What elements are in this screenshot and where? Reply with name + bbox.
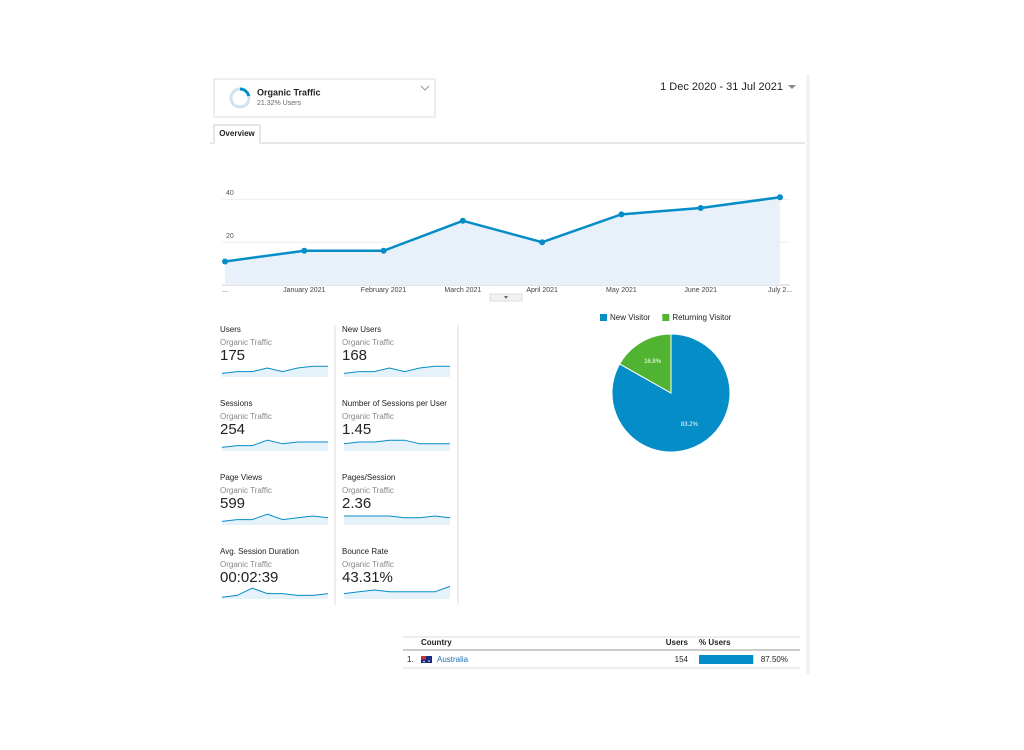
x-tick-label: ... <box>222 287 228 294</box>
sparkline-area <box>222 440 328 451</box>
metric-value: 00:02:39 <box>220 569 278 586</box>
metric-value: 175 <box>220 347 245 364</box>
metric-name: New Users <box>342 325 381 334</box>
metric-name: Number of Sessions per User <box>342 399 447 408</box>
legend-label: New Visitor <box>610 313 651 322</box>
legend-swatch <box>662 314 670 321</box>
sparkline <box>221 365 328 374</box>
point <box>459 217 466 224</box>
segment-box[interactable] <box>213 78 436 118</box>
point <box>539 239 546 246</box>
x-tick-label: April 2021 <box>526 287 558 294</box>
segment-ring <box>229 87 251 109</box>
metric-name: Users <box>220 325 241 334</box>
metric-segment: Organic Traffic <box>220 412 272 421</box>
sparkline-area <box>222 366 328 377</box>
column-header: % Users <box>699 638 731 647</box>
point <box>777 194 783 201</box>
x-tick-label: March 2021 <box>444 287 481 294</box>
sparkline-area <box>344 366 450 377</box>
sparkline-area <box>344 586 450 599</box>
legend-label: Returning Visitor <box>672 313 731 322</box>
point <box>380 247 387 254</box>
point <box>301 247 308 254</box>
segment-share: 21.32% Users <box>257 100 301 107</box>
y-tick-label: 20 <box>226 233 234 240</box>
metric-name: Page Views <box>220 473 262 482</box>
country-link[interactable]: Australia <box>437 655 469 664</box>
x-tick-label: June 2021 <box>684 287 717 294</box>
y-tick-label: 40 <box>226 190 234 197</box>
row-rank: 1. <box>407 655 414 664</box>
sparkline <box>344 515 451 519</box>
sparkline <box>343 585 451 595</box>
metric-name: Sessions <box>220 399 252 408</box>
metric-value: 599 <box>220 495 245 512</box>
sparkline <box>221 513 329 522</box>
metric-value: 2.36 <box>342 495 371 512</box>
sparkline <box>221 587 329 598</box>
metric-segment: Organic Traffic <box>220 560 272 569</box>
pie-slice <box>618 333 672 394</box>
point <box>697 204 704 211</box>
x-tick-label: February 2021 <box>361 287 407 294</box>
collapse-caret[interactable] <box>504 296 508 299</box>
row-users: 154 <box>675 655 689 664</box>
point <box>222 258 228 265</box>
metric-segment: Organic Traffic <box>342 412 394 421</box>
metric-name: Bounce Rate <box>342 547 389 556</box>
metric-segment: Organic Traffic <box>342 486 394 495</box>
date-caret[interactable] <box>788 85 796 89</box>
x-tick-label: May 2021 <box>606 287 637 294</box>
metric-name: Avg. Session Duration <box>220 547 299 556</box>
metric-segment: Organic Traffic <box>342 338 394 347</box>
metric-segment: Organic Traffic <box>342 560 394 569</box>
row-share: 87.50% <box>761 655 788 664</box>
flag <box>421 656 432 663</box>
x-tick-label: January 2021 <box>283 287 326 294</box>
share-bar <box>699 655 754 664</box>
metric-value: 254 <box>220 421 245 438</box>
sparkline <box>343 439 450 445</box>
slice-label: 83.2% <box>681 422 699 428</box>
legend-swatch <box>600 314 607 321</box>
metric-segment: Organic Traffic <box>220 486 272 495</box>
metric-value: 168 <box>342 347 367 364</box>
date-range[interactable]: 1 Dec 2020 - 31 Jul 2021 <box>660 81 783 93</box>
line <box>224 196 781 263</box>
metric-name: Pages/Session <box>342 473 395 482</box>
sparkline <box>221 439 328 448</box>
x-tick-label: July 2... <box>768 287 792 294</box>
pie-slice <box>611 333 731 453</box>
slice-label: 16.8% <box>644 359 662 365</box>
column-header: Users <box>666 638 689 647</box>
sparkline-area <box>344 440 450 451</box>
segment-chevron[interactable] <box>420 85 430 91</box>
sparkline-area <box>344 516 450 525</box>
metric-segment: Organic Traffic <box>220 338 272 347</box>
tab-label[interactable]: Overview <box>219 129 255 138</box>
metric-value: 1.45 <box>342 421 371 438</box>
sparkline-area <box>222 514 328 525</box>
column-header: Country <box>421 638 452 647</box>
point <box>618 211 625 218</box>
segment-name: Organic Traffic <box>257 87 321 97</box>
metric-value: 43.31% <box>342 569 393 586</box>
area <box>225 197 780 285</box>
sparkline <box>343 365 450 374</box>
